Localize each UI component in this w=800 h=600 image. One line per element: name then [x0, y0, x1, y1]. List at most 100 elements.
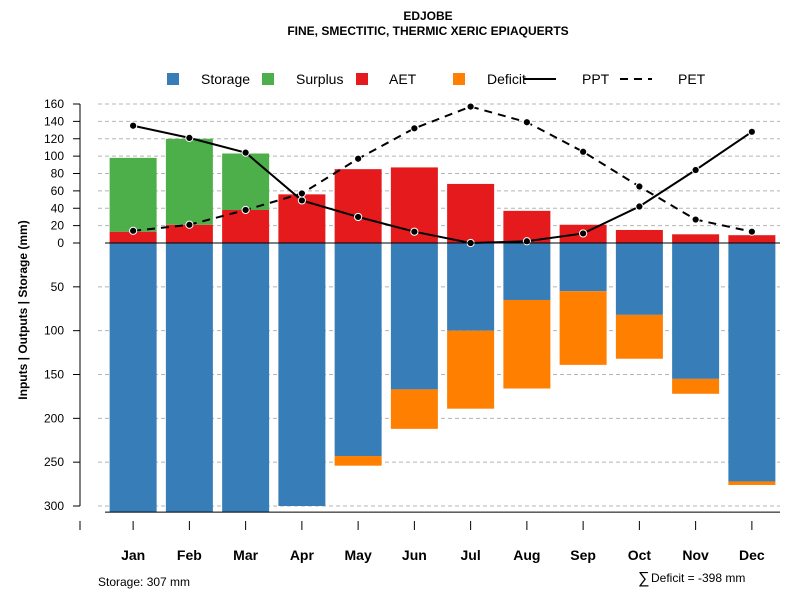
pet-point [185, 220, 194, 229]
storage-bar [390, 243, 438, 390]
y-tick-label: 150 [44, 368, 64, 382]
ppt-point [635, 202, 644, 211]
y-tick-label: 50 [51, 280, 65, 294]
x-tick-label: Oct [628, 547, 652, 563]
pet-line [133, 105, 753, 233]
sum-symbol: ∑ [638, 570, 649, 587]
pet-point [297, 189, 306, 198]
x-tick-label: Sep [570, 547, 596, 563]
legend: Storage Surplus AET Deficit PPT PET [167, 71, 706, 87]
aet-legend-swatch [356, 73, 368, 85]
storage-note: Storage: 307 mm [98, 575, 190, 589]
ppt-point [185, 133, 194, 142]
y-axis-title: Inputs | Outputs | Storage (mm) [16, 220, 30, 399]
deficit-bar [334, 456, 382, 466]
ppt-point [579, 229, 588, 238]
pet-point [635, 182, 644, 191]
axes: 0 20 40 60 80 100 120 140 160 50 100 150 200 250 300 Ja… [44, 97, 780, 563]
surplus-bar [109, 157, 157, 232]
x-tick-label: Mar [233, 547, 258, 563]
pet-point [410, 124, 419, 133]
deficit-bar [559, 291, 607, 365]
chart-subtitle: FINE, SMECTITIC, THERMIC XERIC EPIAQUERT… [287, 24, 568, 38]
deficit-bar [728, 481, 776, 485]
pet-legend-label: PET [678, 71, 706, 87]
pet-point [747, 227, 756, 236]
y-tick-label: 80 [51, 167, 65, 181]
storage-bar [447, 243, 495, 331]
x-tick-label: Apr [290, 547, 315, 563]
surplus-legend-label: Surplus [296, 71, 343, 87]
surplus-bar [165, 138, 213, 225]
storage-bar [109, 243, 157, 513]
x-tick-label: Nov [682, 547, 709, 563]
chart-title: EDJOBE [403, 9, 452, 23]
ppt-point [522, 237, 531, 246]
pet-point [241, 205, 250, 215]
ppt-point [129, 121, 138, 130]
surplus-legend-swatch [262, 73, 274, 85]
pet-point [466, 102, 475, 111]
x-tick-label: Feb [177, 547, 202, 563]
ppt-legend-label: PPT [582, 71, 610, 87]
aet-legend-label: AET [389, 71, 417, 87]
storage-bar [222, 243, 270, 513]
storage-bar [672, 243, 720, 379]
aet-bar [615, 229, 663, 243]
pet-point [691, 215, 700, 224]
storage-bar [334, 243, 382, 457]
aet-bar [165, 224, 213, 243]
ppt-point [354, 212, 363, 222]
storage-bar [278, 243, 326, 506]
x-tick-label: Dec [739, 547, 765, 563]
storage-bar [615, 243, 663, 315]
y-tick-label: 40 [51, 201, 65, 215]
ppt-point [410, 227, 419, 236]
aet-bar [447, 183, 495, 243]
deficit-bar [615, 314, 663, 359]
y-tick-label: 140 [44, 114, 64, 128]
pet-point [129, 226, 138, 235]
y-tick-label: 60 [51, 184, 65, 198]
y-tick-label: 160 [44, 97, 64, 111]
surplus-bar [222, 153, 270, 210]
ppt-point [747, 127, 756, 136]
deficit-total: Deficit = -398 mm [651, 571, 745, 585]
deficit-legend-label: Deficit [487, 71, 526, 87]
y-axis-label: Inputs | Outputs | Storage (mm) [16, 220, 30, 399]
deficit-bar [447, 330, 495, 409]
pet-point [522, 118, 531, 127]
aet-bar [728, 235, 776, 243]
storage-bar [728, 243, 776, 482]
x-tick-label: Aug [513, 547, 540, 563]
y-tick-label: 0 [57, 236, 64, 250]
deficit-legend-swatch [453, 73, 465, 85]
deficit-note: ∑ Deficit = -398 mm [638, 570, 745, 587]
storage-bar [165, 243, 213, 513]
y-tick-label: 300 [44, 499, 64, 513]
deficit-bar [390, 389, 438, 429]
y-tick-label: 250 [44, 455, 64, 469]
y-tick-label: 100 [44, 149, 64, 163]
deficit-bar [503, 299, 551, 389]
x-tick-label: Jun [402, 547, 427, 563]
ppt-point [691, 165, 700, 175]
pet-point [354, 154, 363, 163]
y-tick-label: 20 [51, 219, 65, 233]
x-tick-label: May [345, 547, 372, 563]
y-tick-label: 200 [44, 411, 64, 425]
aet-bar [672, 234, 720, 243]
ppt-point [297, 196, 306, 205]
storage-bar [559, 243, 607, 292]
aet-bar [334, 169, 382, 243]
ppt-line [132, 124, 753, 245]
deficit-bar [672, 378, 720, 394]
pet-point [579, 147, 588, 156]
y-tick-label: 100 [44, 324, 64, 338]
aet-bar [109, 231, 157, 243]
aet-bar [222, 209, 270, 243]
x-tick-label: Jan [121, 547, 145, 563]
ppt-point [241, 148, 250, 157]
storage-legend-label: Storage [201, 71, 250, 87]
